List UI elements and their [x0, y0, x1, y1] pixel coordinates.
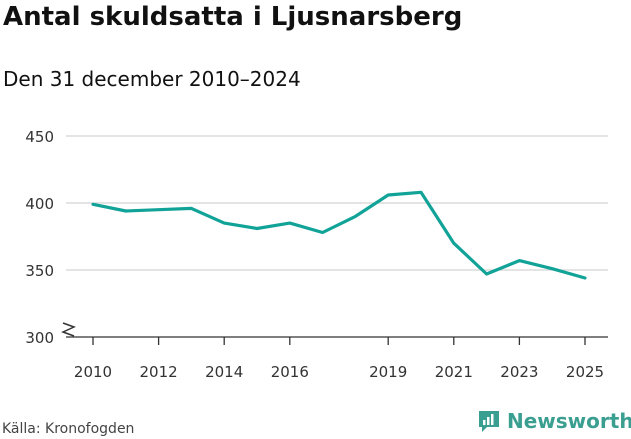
x-tick-label: 2025 [566, 363, 604, 381]
source-note: Källa: Kronofogden [2, 421, 135, 437]
x-tick-label: 2019 [369, 363, 407, 381]
brand-name: Newsworthy [507, 409, 631, 433]
series-line [91, 190, 587, 280]
x-tick-label: 2021 [435, 363, 473, 381]
x-tick-label: 2016 [271, 363, 309, 381]
brand-logo: Newsworthy [476, 408, 631, 434]
y-tick-label: 300 [25, 329, 54, 347]
line-chart: 300 350 400 450 2010 2012 2014 2016 2019 2021 2023… [25, 128, 608, 381]
chart-title: Antal skuldsatta i Ljusnarsberg [3, 2, 463, 32]
chart-subtitle: Den 31 december 2010–2024 [3, 67, 301, 91]
x-tick-label: 2010 [74, 363, 112, 381]
newsworthy-logo-icon [479, 411, 499, 432]
x-tick-label: 2012 [140, 363, 178, 381]
y-tick-label: 450 [25, 128, 54, 146]
axis-break-icon [61, 322, 76, 337]
x-tick-label: 2014 [205, 363, 243, 381]
y-tick-label: 350 [25, 262, 54, 280]
x-tick-label: 2023 [500, 363, 538, 381]
y-tick-label: 400 [25, 195, 54, 213]
